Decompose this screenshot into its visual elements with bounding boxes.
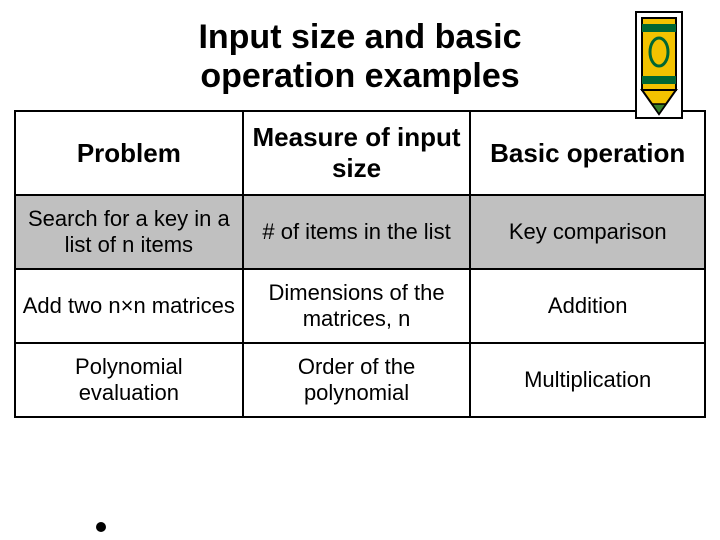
table-cell-r1-c2: Addition [470, 269, 705, 343]
table-container: ProblemMeasure of input sizeBasic operat… [0, 110, 720, 418]
table-row: Add two n×n matricesDimensions of the ma… [15, 269, 705, 343]
table-row: Polynomial evaluationOrder of the polyno… [15, 343, 705, 417]
title-line1: Input size and basic [198, 18, 521, 56]
title-line2: operation examples [200, 57, 519, 95]
table-cell-r0-c2: Key comparison [470, 195, 705, 269]
col-header-0: Problem [15, 111, 243, 195]
table-cell-r0-c0: Search for a key in a list of n items [15, 195, 243, 269]
table-cell-r1-c1: Dimensions of the matrices, n [243, 269, 471, 343]
table-cell-r2-c2: Multiplication [470, 343, 705, 417]
bullet-dot-icon [96, 522, 106, 532]
examples-table: ProblemMeasure of input sizeBasic operat… [14, 110, 706, 418]
col-header-1: Measure of input size [243, 111, 471, 195]
table-cell-r0-c1: # of items in the list [243, 195, 471, 269]
crayon-icon [630, 10, 688, 125]
page-title: Input size and basic operation examples [0, 0, 720, 110]
table-cell-r2-c0: Polynomial evaluation [15, 343, 243, 417]
table-header-row: ProblemMeasure of input sizeBasic operat… [15, 111, 705, 195]
table-cell-r1-c0: Add two n×n matrices [15, 269, 243, 343]
table-row: Search for a key in a list of n items# o… [15, 195, 705, 269]
table-cell-r2-c1: Order of the polynomial [243, 343, 471, 417]
